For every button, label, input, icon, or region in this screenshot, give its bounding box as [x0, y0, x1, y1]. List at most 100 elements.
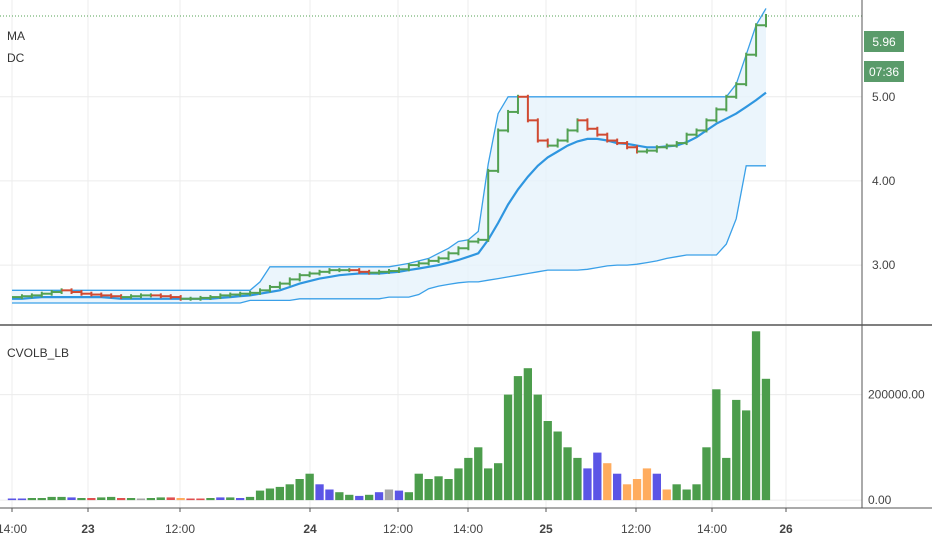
x-tick-label: 14:00 [453, 522, 483, 536]
volume-bar [533, 394, 542, 501]
x-tick-label: 24 [303, 522, 317, 536]
volume-bar [434, 476, 443, 500]
volume-bar [305, 473, 314, 501]
x-tick-label: 12:00 [165, 522, 195, 536]
volume-bar [523, 368, 532, 501]
x-tick-label: 12:00 [621, 522, 651, 536]
bar-countdown: 07:36 [869, 65, 899, 79]
volume-bar [652, 473, 661, 501]
volume-bar [424, 479, 433, 501]
volume-bar [156, 497, 165, 500]
volume-bar [553, 431, 562, 501]
price-series [0, 13, 862, 301]
volume-bar [37, 498, 46, 501]
volume-bar [226, 497, 235, 500]
volume-bar [632, 479, 642, 501]
volume-bar [662, 489, 671, 501]
volume-bar [365, 494, 374, 501]
volume-bar [563, 447, 572, 501]
volume-bar [67, 497, 76, 500]
volume-bar [245, 496, 255, 501]
volume-bar [444, 479, 453, 501]
x-tick-label: 12:00 [383, 522, 413, 536]
price-tick-label: 4.00 [872, 174, 896, 188]
volume-bar [603, 463, 612, 501]
volume-bar [335, 492, 344, 501]
x-tick-label: 23 [81, 522, 95, 536]
volume-bar [255, 490, 265, 501]
volume-bar [484, 468, 493, 501]
last-price-badge [864, 31, 904, 52]
volume-bar [702, 447, 711, 501]
volume-bar [732, 399, 741, 501]
ma-indicator-label[interactable]: MA [7, 29, 25, 43]
donchian-channel [12, 8, 767, 304]
donchian-upper-band [12, 8, 767, 291]
volume-bar [186, 498, 195, 501]
volume-bar [394, 490, 404, 501]
volume-bar [196, 498, 205, 501]
volume-bars [7, 331, 771, 501]
volume-bar [613, 473, 622, 501]
volume-bar [325, 489, 334, 501]
volume-tick-label: 200000.00 [868, 388, 925, 402]
axes: 14:00 23 12:00 24 12:00 14:00 25 12:00 14:00 26 5.… [0, 0, 932, 536]
volume-bar [761, 378, 771, 501]
volume-bar [593, 452, 602, 501]
volume-bar [27, 498, 36, 501]
volume-bar [414, 473, 423, 501]
x-tick-label: 26 [779, 522, 793, 536]
volume-bar [107, 496, 116, 501]
volume-bar [454, 468, 463, 501]
volume-bar [146, 498, 155, 501]
x-tick-label: 14:00 [0, 522, 27, 536]
volume-bar [295, 479, 304, 501]
volume-bar [672, 484, 681, 501]
volume-bar [345, 494, 354, 501]
volume-bar [464, 457, 473, 501]
volume-bar [742, 410, 751, 501]
volume-bar [573, 457, 582, 501]
volume-bar [751, 331, 761, 501]
volume-bar [136, 498, 146, 501]
volume-bar [206, 498, 215, 501]
dc-indicator-label[interactable]: DC [7, 51, 25, 65]
volume-bar [474, 447, 483, 501]
price-tick-label: 3.00 [872, 258, 896, 272]
volume-bar [315, 484, 324, 501]
volume-bar [503, 394, 513, 501]
volume-bar [692, 484, 701, 501]
donchian-fill [12, 8, 766, 304]
volume-bar [236, 498, 245, 501]
volume-bar [722, 457, 731, 501]
countdown-badge [864, 61, 904, 82]
last-price-value: 5.96 [872, 35, 896, 49]
x-tick-label: 25 [539, 522, 553, 536]
volume-bar [513, 376, 523, 501]
volume-bar [176, 498, 185, 501]
volume-bar [355, 495, 364, 501]
volume-bar [682, 489, 691, 501]
x-tick-label: 14:00 [697, 522, 727, 536]
volume-bar [7, 498, 17, 501]
volume-bar [642, 468, 652, 501]
volume-bar [77, 498, 86, 501]
volume-bar [265, 488, 275, 501]
volume-bar [117, 498, 126, 501]
volume-bar [404, 492, 413, 501]
volume-bar [285, 484, 294, 501]
volume-bar [384, 489, 394, 501]
volume-bar [57, 496, 66, 501]
volume-bar [166, 497, 175, 500]
volume-bar [275, 486, 284, 501]
volume-bar [543, 421, 552, 501]
volume-bar [87, 498, 96, 501]
volume-bar [494, 463, 503, 501]
volume-bar [216, 497, 225, 500]
cvolb-indicator-label[interactable]: CVOLB_LB [7, 346, 69, 360]
volume-bar [97, 497, 106, 500]
volume-bar [47, 496, 56, 501]
volume-bar [126, 498, 136, 501]
